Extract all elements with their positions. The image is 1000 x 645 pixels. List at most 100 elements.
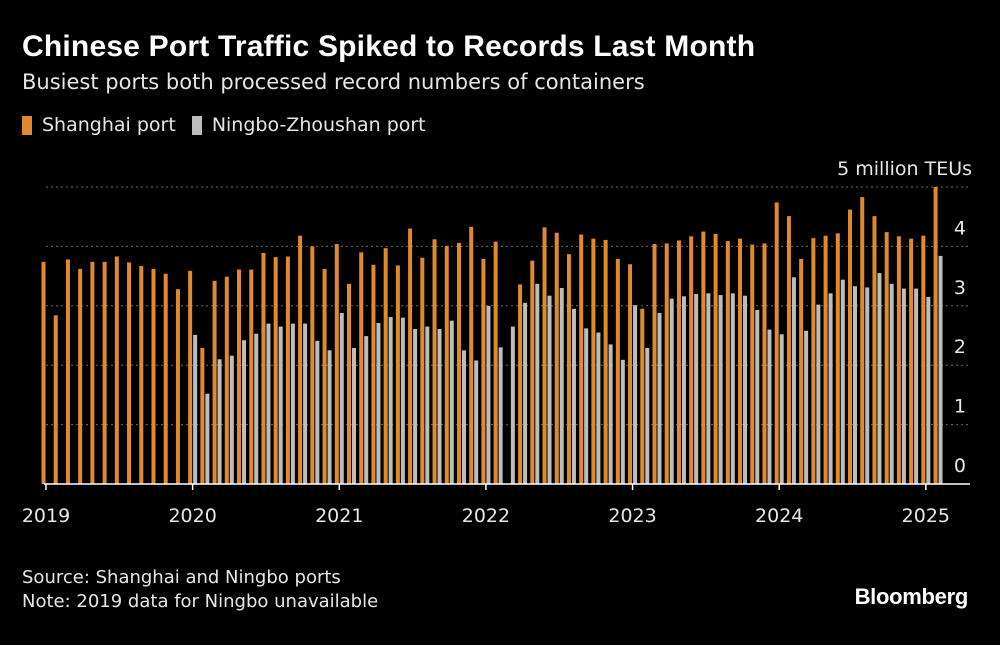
bar-ningbo [743,295,748,484]
bar-shanghai [530,260,535,484]
bar-ningbo [303,323,308,484]
bar-shanghai [689,236,694,484]
bar-shanghai [615,258,620,484]
bar-ningbo [718,295,723,484]
bar-ningbo [608,344,613,484]
bar-ningbo [498,347,503,484]
bar-ningbo [559,287,564,484]
bar-ningbo [413,328,418,484]
bar-shanghai [188,270,193,484]
bar-shanghai [664,243,669,484]
bar-shanghai [383,248,388,484]
bar-ningbo [327,350,332,484]
bar-ningbo [229,355,234,484]
source-note: Source: Shanghai and Ningbo ports [22,567,341,588]
bar-shanghai [273,257,278,484]
bar-shanghai [41,261,46,484]
bar-ningbo [523,302,528,484]
x-tick-label: 2023 [608,505,656,527]
legend-item-ningbo: Ningbo-Zhoushan port [191,114,426,136]
bar-ningbo [584,328,589,484]
bar-ningbo [657,312,662,484]
bar-shanghai [701,231,706,484]
bar-shanghai [896,236,901,484]
bar-ningbo [620,359,625,484]
bar-ningbo [706,293,711,484]
bar-ningbo [364,336,369,484]
bar-shanghai [151,268,156,484]
bar-ningbo [510,326,515,484]
bar-shanghai [750,244,755,484]
bar-shanghai [542,227,547,484]
bar-ningbo [938,255,943,484]
y-tick-label: 0 [954,455,966,477]
bloomberg-logo: Bloomberg [854,584,969,609]
legend-label-ningbo: Ningbo-Zhoushan port [211,114,426,136]
bar-ningbo [193,334,198,484]
bar-ningbo [266,323,271,484]
bar-shanghai [835,233,840,484]
y-tick-label: 1 [954,396,966,418]
bar-shanghai [823,235,828,484]
bar-shanghai [200,347,205,484]
bar-shanghai [261,252,266,484]
bar-shanghai [298,235,303,484]
bar-ningbo [596,332,601,484]
bar-ningbo [730,293,735,484]
bar-shanghai [591,238,596,484]
legend-item-shanghai: Shanghai port [22,114,176,136]
bar-ningbo [669,298,674,484]
bar-shanghai [676,240,681,484]
bar-shanghai [163,273,168,484]
bar-shanghai [493,241,498,484]
x-tick-label: 2024 [755,505,803,527]
y-tick-label: 2 [954,336,966,358]
bar-ningbo [217,359,222,484]
bar-ningbo [535,283,540,484]
y-tick-label: 4 [954,217,966,239]
bar-shanghai [310,246,315,484]
bar-shanghai [725,241,730,484]
bar-ningbo [400,317,405,484]
bar-shanghai [848,209,853,484]
bar-shanghai [652,244,657,484]
x-tick-label: 2025 [902,505,950,527]
bar-ningbo [486,305,491,484]
bar-ningbo [242,340,247,484]
bar-shanghai [78,268,83,484]
bar-shanghai [554,232,559,484]
bar-ningbo [278,326,283,484]
chart-footer: Source: Shanghai and Ningbo ports Note: … [22,566,378,614]
bar-ningbo [461,350,466,484]
bar-shanghai [933,187,938,484]
bar-ningbo [681,296,686,484]
bar-shanghai [884,232,889,484]
bar-ningbo [853,286,858,484]
bar-ningbo [767,329,772,484]
x-tick-label: 2021 [315,505,363,527]
bar-ningbo [352,347,356,484]
bar-ningbo [425,326,430,484]
bar-shanghai [359,252,364,484]
bar-ningbo [388,317,393,484]
bar-shanghai [603,239,608,484]
bar-shanghai [628,264,633,484]
bar-ningbo [926,296,931,484]
bar-shanghai [640,308,645,484]
bar-shanghai [518,284,523,484]
bar-shanghai [53,315,58,484]
bar-shanghai [322,268,327,484]
bar-shanghai [811,238,816,484]
bar-ningbo [694,293,699,484]
bar-shanghai [114,256,119,484]
bar-shanghai [481,258,486,484]
bar-ningbo [804,330,809,484]
bar-shanghai [872,216,877,484]
bar-ningbo [437,328,442,484]
bar-shanghai [371,264,376,484]
y-tick-label: 3 [954,277,966,299]
bar-ningbo [865,287,870,484]
bar-ningbo [571,308,576,484]
bar-shanghai [334,244,339,484]
